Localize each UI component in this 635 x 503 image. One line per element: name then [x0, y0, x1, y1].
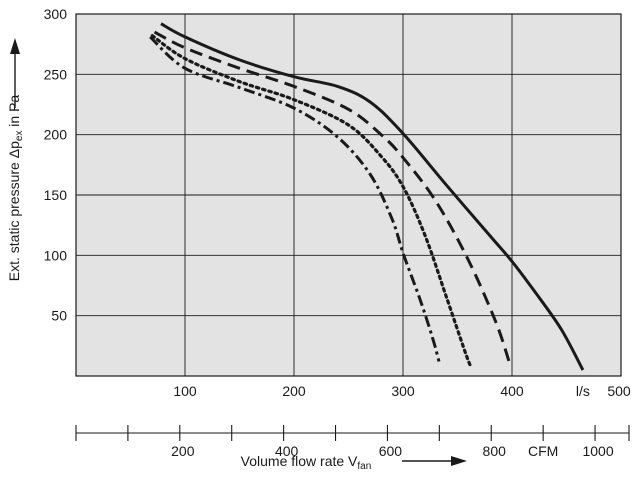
y-label-sub: ex	[14, 131, 25, 142]
svg-text:Ext. static pressure Δpex in P: Ext. static pressure Δpex in Pa	[6, 95, 25, 282]
y-tick-label: 50	[51, 308, 67, 324]
x-tick-label: 300	[391, 383, 415, 399]
y-axis-label: Ext. static pressure Δpex in Pa	[6, 95, 25, 282]
grid	[76, 14, 621, 376]
y-label-tail: in Pa	[6, 95, 22, 131]
x-label-main: Volume flow rate V	[241, 453, 358, 469]
series-line-1-solid	[160, 22, 585, 371]
series-line-3-dotted	[150, 34, 473, 368]
x-axis-arrow-icon	[402, 456, 467, 466]
y-tick-label: 100	[44, 247, 68, 263]
y-tick-label: 250	[44, 66, 68, 82]
x2-tick-label: 200	[171, 443, 195, 459]
y-tick-label: 200	[44, 127, 68, 143]
y-label-main: Ext. static pressure Δp	[6, 141, 22, 281]
secondary-x-axis: 200 400 600 800 1000	[75, 425, 630, 459]
x-tick-label: 500	[607, 383, 631, 399]
series-line-4-dashdot	[149, 35, 441, 362]
x-tick-label: 100	[173, 383, 197, 399]
x2-unit-label: CFM	[528, 443, 558, 459]
x-tick-labels: 100 200 300 400 500	[173, 383, 631, 399]
series-group	[149, 22, 585, 371]
y-tick-label: 300	[44, 6, 68, 22]
x2-tick-label: 600	[379, 443, 403, 459]
x-label-sub: fan	[357, 461, 371, 472]
plot-frame	[75, 13, 622, 377]
x2-tick-label: 1000	[582, 443, 613, 459]
y-axis-arrow-icon	[10, 38, 20, 108]
x2-tick-label: 400	[275, 443, 299, 459]
x-unit-label: l/s	[576, 383, 590, 399]
x-axis-label: Volume flow rate Vfan	[241, 453, 372, 472]
x-tick-label: 400	[500, 383, 524, 399]
series-line-2-dashed	[153, 30, 512, 365]
x-tick-label: 200	[282, 383, 306, 399]
x2-tick-label: 800	[483, 443, 507, 459]
y-tick-labels: 50 100 150 200 250 300	[44, 6, 68, 324]
y-tick-label: 150	[44, 187, 68, 203]
